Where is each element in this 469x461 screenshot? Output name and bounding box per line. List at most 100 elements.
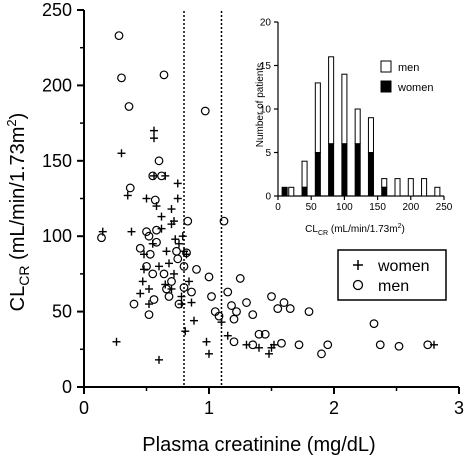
point-men xyxy=(279,298,289,307)
y-axis-title-rest: (mL/min/1.73m xyxy=(7,127,29,266)
x-tick-label: 1 xyxy=(204,398,214,418)
inset-x-title-close: ) xyxy=(401,224,404,235)
point-women xyxy=(150,134,158,143)
inset-x-title-sub: CR xyxy=(318,230,328,237)
point-women xyxy=(136,289,145,298)
point-men xyxy=(164,292,174,301)
point-men xyxy=(144,310,154,320)
x-tick-label: 3 xyxy=(454,398,464,418)
inset-x-tick-label: 50 xyxy=(306,202,318,213)
inset-legend-men-label: men xyxy=(398,62,419,74)
bar-women xyxy=(314,152,321,197)
point-women xyxy=(150,126,158,135)
point-men xyxy=(223,287,233,297)
point-men xyxy=(114,31,124,41)
point-men xyxy=(152,225,161,235)
point-women xyxy=(162,247,171,256)
x-tick-label: 0 xyxy=(79,398,89,418)
point-women xyxy=(185,277,193,286)
y-axis-title-close: ) xyxy=(7,113,29,120)
point-women xyxy=(255,343,263,352)
inset-legend-men-swatch xyxy=(380,60,392,73)
inset-y-tick-label: 5 xyxy=(265,148,271,159)
point-men xyxy=(254,329,264,339)
point-women xyxy=(223,331,232,340)
point-men xyxy=(152,237,161,247)
inset-y-tick-label: 15 xyxy=(260,61,272,72)
point-men xyxy=(97,233,106,243)
point-women xyxy=(187,298,196,307)
bar-men xyxy=(394,178,401,197)
point-men xyxy=(248,310,258,320)
point-men xyxy=(242,298,251,307)
point-women xyxy=(170,217,178,226)
inset-y-tick-label: 10 xyxy=(260,105,272,116)
point-men xyxy=(129,299,139,309)
point-women xyxy=(127,227,136,236)
point-men xyxy=(148,171,158,181)
bar-women xyxy=(354,143,361,197)
point-men xyxy=(304,307,314,317)
point-men xyxy=(219,216,229,226)
inset-x-title-main: CL xyxy=(305,224,318,235)
point-men xyxy=(294,340,304,350)
point-men xyxy=(124,102,134,111)
point-women xyxy=(177,292,186,301)
y-tick-label: 150 xyxy=(42,151,72,171)
inset-y-tick-label: 0 xyxy=(265,192,271,203)
bar-men xyxy=(301,160,308,188)
point-men xyxy=(150,195,160,205)
point-men xyxy=(229,337,239,347)
bar-women xyxy=(281,186,288,197)
legend-men-marker xyxy=(352,279,364,291)
point-men xyxy=(142,227,151,237)
point-women xyxy=(165,259,173,268)
point-women xyxy=(145,284,153,293)
point-women xyxy=(178,232,187,241)
point-men xyxy=(159,70,169,80)
bar-men xyxy=(288,186,295,197)
x-axis-title: Plasma creatinine (mg/dL) xyxy=(142,434,375,456)
point-men xyxy=(267,292,276,301)
point-men xyxy=(394,341,404,351)
legend: women men xyxy=(337,249,447,301)
y-tick-label: 50 xyxy=(52,302,72,322)
inset-x-tick-label: 0 xyxy=(275,202,281,213)
point-women xyxy=(205,349,213,358)
bar-women xyxy=(381,186,388,197)
point-women xyxy=(161,280,170,289)
point-men xyxy=(200,106,210,116)
point-women xyxy=(142,194,151,203)
point-men xyxy=(159,269,169,279)
inset-legend: men women xyxy=(380,60,433,94)
bar-women xyxy=(367,152,374,197)
point-women xyxy=(145,300,153,309)
point-women xyxy=(155,355,163,364)
inset-x-title-rest: (mL/min/1.73m xyxy=(328,224,397,235)
point-men xyxy=(317,349,326,359)
point-men xyxy=(162,284,171,294)
bar-women xyxy=(301,186,308,197)
y-tick-label: 100 xyxy=(42,226,72,246)
point-men xyxy=(204,272,214,282)
point-men xyxy=(207,292,216,301)
legend-women-label: women xyxy=(377,258,430,275)
point-men xyxy=(214,311,224,321)
y-tick-label: 0 xyxy=(62,377,72,397)
point-men xyxy=(375,340,385,350)
inset-x-tick-label: 250 xyxy=(436,202,453,213)
scatter-points xyxy=(97,31,438,364)
point-men xyxy=(174,299,184,309)
point-men xyxy=(323,340,333,350)
point-men xyxy=(285,304,295,313)
point-women xyxy=(123,191,132,200)
point-women xyxy=(157,212,166,221)
point-men xyxy=(182,248,191,258)
point-women xyxy=(138,277,147,286)
reference-lines xyxy=(183,11,223,387)
bar-men xyxy=(434,186,441,197)
point-men xyxy=(125,183,135,193)
point-men xyxy=(117,73,126,83)
point-women xyxy=(112,337,121,346)
